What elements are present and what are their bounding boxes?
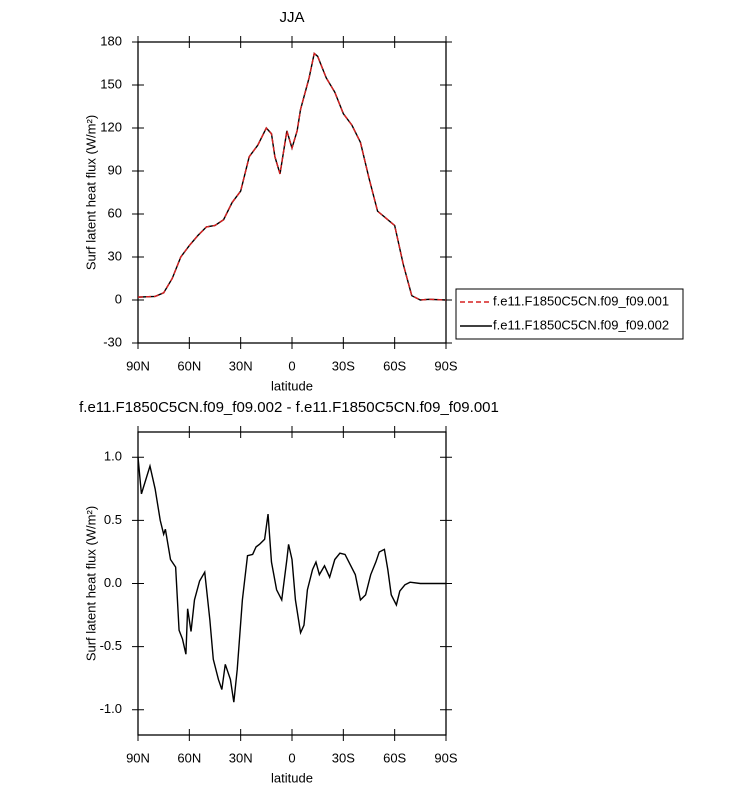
x-tick-label: 90N	[126, 750, 150, 765]
x-tick-label: 90S	[434, 358, 457, 373]
x-tick-label: 60S	[383, 750, 406, 765]
y-axis-label: Surf latent heat flux (W/m²)	[83, 506, 98, 661]
legend-label: f.e11.F1850C5CN.f09_f09.001	[493, 293, 669, 308]
data-line	[137, 457, 446, 703]
x-tick-label: 90S	[434, 750, 457, 765]
y-axis-label: Surf latent heat flux (W/m²)	[83, 115, 98, 270]
y-tick-label: -0.5	[100, 638, 122, 653]
x-tick-label: 60N	[177, 358, 201, 373]
legend-label: f.e11.F1850C5CN.f09_f09.002	[493, 317, 669, 332]
y-tick-label: -30	[103, 334, 122, 349]
y-tick-label: 0.5	[104, 512, 122, 527]
x-tick-label: 30N	[229, 358, 253, 373]
y-tick-label: 30	[108, 248, 122, 263]
x-axis-label: latitude	[271, 770, 313, 785]
data-line	[137, 52, 447, 301]
chart-title: f.e11.F1850C5CN.f09_f09.002 - f.e11.F185…	[79, 399, 499, 416]
y-tick-label: 120	[100, 119, 122, 134]
x-tick-label: 60S	[383, 358, 406, 373]
y-tick-label: 60	[108, 205, 122, 220]
y-tick-label: 150	[100, 76, 122, 91]
y-tick-label: -1.0	[100, 701, 122, 716]
legend-box	[455, 288, 684, 340]
y-tick-label: 0.0	[104, 575, 122, 590]
y-tick-label: 180	[100, 33, 122, 48]
x-tick-label: 60N	[177, 750, 201, 765]
y-tick-label: 90	[108, 162, 122, 177]
plot-frame	[137, 431, 447, 736]
data-line	[137, 52, 447, 301]
x-tick-label: 90N	[126, 358, 150, 373]
x-tick-label: 30N	[229, 750, 253, 765]
x-tick-label: 30S	[332, 750, 355, 765]
x-axis-label: latitude	[271, 378, 313, 393]
y-tick-label: 1.0	[104, 449, 122, 464]
plot-frame	[137, 41, 447, 344]
x-tick-label: 30S	[332, 358, 355, 373]
chart-title: JJA	[279, 9, 304, 26]
x-tick-label: 0	[288, 750, 295, 765]
y-tick-label: 0	[115, 291, 122, 306]
x-tick-label: 0	[288, 358, 295, 373]
